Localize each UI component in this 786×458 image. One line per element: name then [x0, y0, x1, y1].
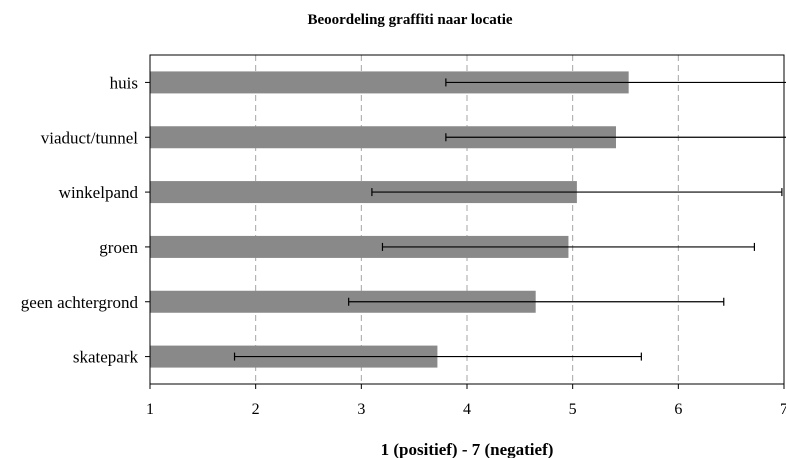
category-labels: huis viaduct/tunnel winkelpand groen geen ac…	[21, 73, 139, 366]
x-axis-label: 1 (positief) - 7 (negatief)	[381, 440, 554, 458]
category-label-4: geen achtergrond	[21, 293, 139, 312]
axes	[145, 54, 785, 389]
x-tick-label-3: 3	[357, 401, 365, 418]
category-label-3: groen	[99, 238, 138, 257]
bar-2	[150, 181, 577, 204]
category-label-1: viaduct/tunnel	[41, 128, 139, 147]
bars	[150, 71, 629, 368]
bar-4	[150, 290, 536, 313]
bar-1	[150, 126, 616, 149]
category-label-0: huis	[110, 73, 138, 92]
bar-0	[150, 71, 629, 94]
bar-3	[150, 235, 569, 258]
x-tick-label-5: 5	[569, 401, 577, 418]
x-tick-label-6: 6	[674, 401, 682, 418]
x-tick-label-7: 7	[780, 401, 786, 418]
x-tick-labels: 1 2 3 4 5 6 7	[146, 401, 786, 418]
x-tick-label-1: 1	[146, 401, 154, 418]
x-tick-label-4: 4	[463, 401, 471, 418]
error-bars	[233, 78, 786, 361]
chart-title: Beoordeling graffiti naar locatie	[307, 12, 512, 28]
category-label-5: skatepark	[73, 348, 139, 367]
grid-lines	[255, 55, 679, 384]
category-label-2: winkelpand	[59, 183, 139, 202]
x-tick-label-2: 2	[252, 401, 260, 418]
